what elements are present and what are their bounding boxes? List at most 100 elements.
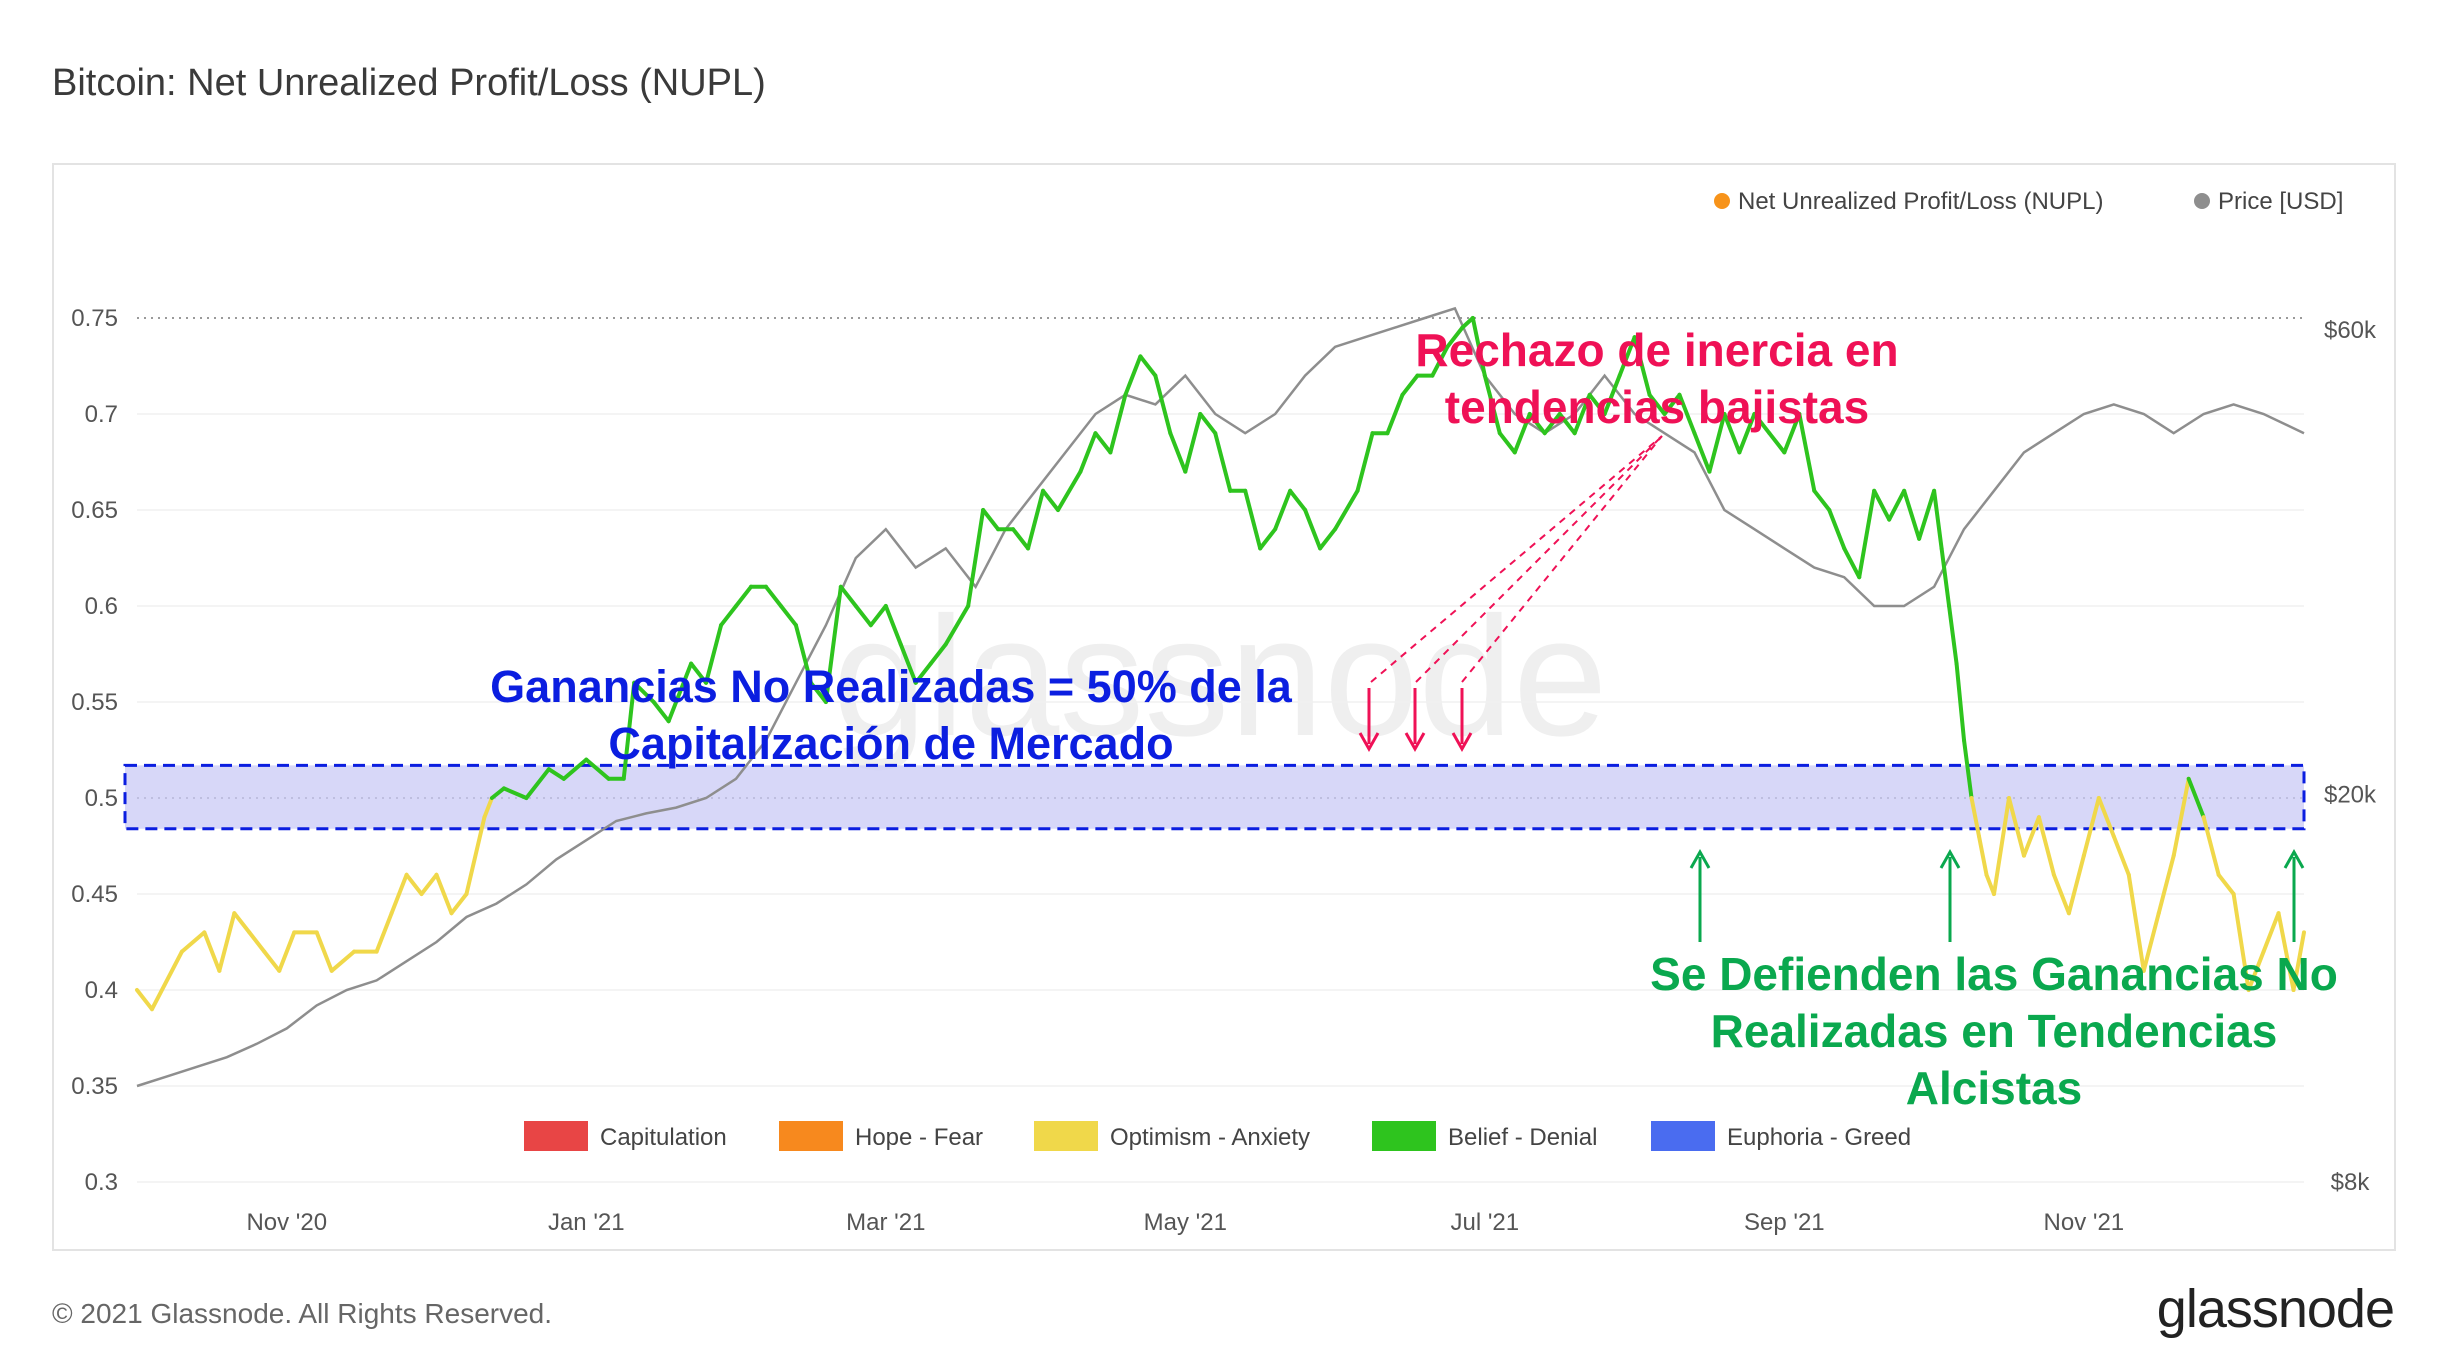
nupl-segment [883,604,903,647]
nupl-segment [561,757,589,781]
nupl-segment [1168,431,1188,474]
y-tick-label: 0.35 [71,1073,118,1100]
nupl-segment [2231,892,2251,992]
legend-dot [1714,193,1730,209]
nupl-segment [2141,911,2161,973]
y-tick-label: 0.3 [85,1169,118,1196]
nupl-segment [1123,354,1143,397]
up-arrow-icon [1689,848,1711,869]
y-tick-label: 0.7 [85,401,118,428]
nupl-segment [898,642,918,685]
nupl-segment [1056,469,1083,512]
nupl-segment [1752,412,1772,436]
annotation-green-line1: Se Defienden las Ganancias No [1650,948,2338,1000]
nupl-segment [763,584,783,608]
nupl-segment [217,911,237,973]
y-tick-label: 0.5 [85,785,118,812]
nupl-series [135,316,2306,1012]
nupl-segment [1939,546,1952,608]
nupl-segment [1572,392,1592,436]
nupl-segment [1692,431,1712,474]
nupl-segment [1902,488,1922,541]
nupl-segment [928,642,948,666]
nupl-segment [1662,392,1682,416]
up-arrow-icon [1939,848,1961,869]
x-tick-label: Jan '21 [548,1209,625,1236]
annotation-red-dashed-pointer [1461,435,1663,683]
nupl-segment [651,700,671,724]
annotation-blue-line1: Ganancias No Realizadas = 50% de la [490,661,1293,712]
nupl-segment [808,680,828,704]
x-tick-label: Mar '21 [846,1209,925,1236]
nupl-segment [1827,508,1847,551]
x-axis: Nov '20 Jan '21 Mar '21 May '21 Jul '21 Sep '… [246,1209,2124,1236]
nupl-segment [1557,412,1577,436]
nupl-segment [1213,431,1233,493]
zone-swatch [1372,1121,1436,1151]
nupl-segment [1333,488,1360,532]
y2-tick-label: $8k [2331,1169,2371,1196]
nupl-segment [966,508,986,608]
legend-label: Net Unrealized Profit/Loss (NUPL) [1738,188,2103,215]
nupl-segment [1482,373,1502,436]
zone-label: Euphoria - Greed [1727,1124,1911,1151]
legend-dot [2194,193,2210,209]
nupl-segment [314,930,334,973]
y-tick-label: 0.75 [71,305,118,332]
nupl-segment [1647,392,1667,416]
y2-axis: $60k $20k $8k [2324,317,2377,1196]
nupl-segment [2156,853,2176,916]
nupl-segment [404,872,424,896]
y-tick-label: 0.45 [71,881,118,908]
nupl-segment [2276,911,2296,992]
copyright-text: © 2021 Glassnode. All Rights Reserved. [52,1298,553,1329]
annotation-red-line1: Rechazo de inercia en [1415,324,1898,376]
y2-tick-label: $20k [2324,782,2377,809]
x-tick-label: May '21 [1144,1209,1227,1236]
nupl-segment [2126,872,2146,973]
nupl-segment [329,949,357,973]
nupl-segment [524,767,551,800]
zone-label: Optimism - Anxiety [1110,1124,1310,1151]
zone-swatch [1651,1121,1715,1151]
zone-label: Belief - Denial [1448,1124,1597,1151]
nupl-segment [1093,431,1113,455]
y-tick-label: 0.55 [71,689,118,716]
down-arrow-icon [1358,732,1380,753]
nupl-segment [1992,796,2011,896]
nupl-segment [419,872,439,896]
nupl-segment [1947,604,1959,666]
chart-title: Bitcoin: Net Unrealized Profit/Loss (NUP… [52,62,766,104]
zone-swatch [1034,1121,1098,1151]
nupl-segment [1722,412,1742,455]
nupl-segment [1767,431,1787,455]
nupl-segment [1962,738,1974,800]
nupl-segment [1198,412,1218,436]
nupl-segment [179,930,207,954]
nupl-segment [2081,796,2101,858]
nupl-segment [1288,488,1308,512]
nupl-segment [1782,412,1802,455]
nupl-segment [247,930,267,954]
nupl-segment [853,604,873,628]
nupl-segment [277,930,297,973]
nupl-segment [823,584,843,704]
nupl-segment [632,680,656,704]
nupl-segment [2186,776,2206,820]
nupl-segment [1355,431,1375,493]
nupl-segment [1011,527,1031,551]
nupl-segment [1587,392,1607,416]
nupl-segment [149,949,184,1012]
nupl-segment [1026,488,1046,551]
y-axis: 0.75 0.7 0.65 0.6 0.55 0.5 0.45 0.4 0.35 0.3 [71,305,118,1196]
nupl-segment [1527,412,1547,436]
half-market-cap-band [123,763,2306,831]
nupl-segment [1872,488,1892,522]
nupl-segment [2051,872,2071,916]
nupl-segment [621,680,637,781]
nupl-segment [1445,325,1465,349]
nupl-segment [262,949,282,973]
fifty-percent-band [123,763,2306,831]
annotation-blue-line2: Capitalización de Mercado [608,718,1173,769]
